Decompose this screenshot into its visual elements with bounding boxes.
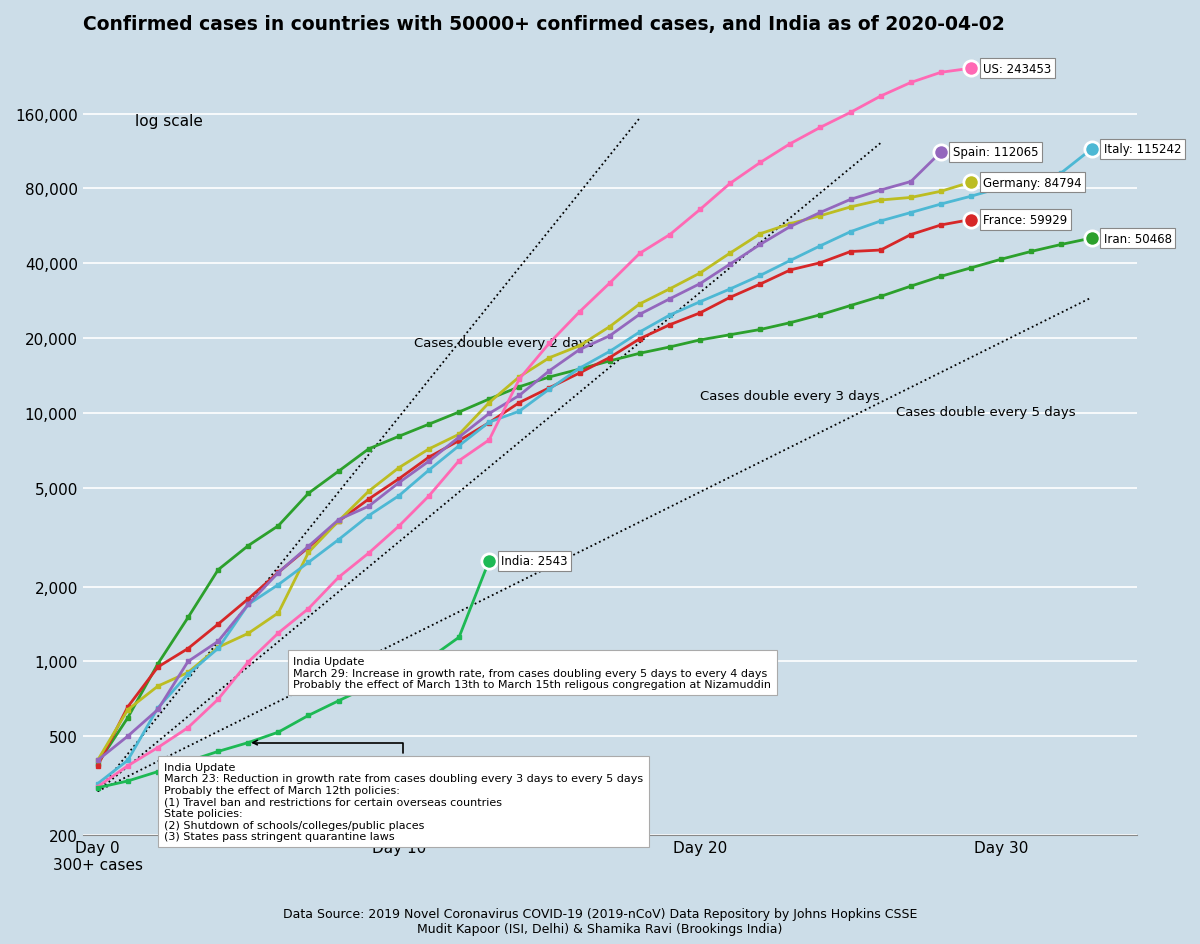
Text: Cases double every 3 days: Cases double every 3 days bbox=[700, 390, 880, 403]
Text: Iran: 50468: Iran: 50468 bbox=[1104, 232, 1171, 245]
Text: France: 59929: France: 59929 bbox=[983, 213, 1067, 227]
Text: Confirmed cases in countries with 50000+ confirmed cases, and India as of 2020-0: Confirmed cases in countries with 50000+… bbox=[83, 15, 1004, 34]
Text: Cases double every 2 days: Cases double every 2 days bbox=[414, 337, 594, 350]
Text: Data Source: 2019 Novel Coronavirus COVID-19 (2019-nCoV) Data Repository by John: Data Source: 2019 Novel Coronavirus COVI… bbox=[283, 906, 917, 935]
Text: Cases double every 5 days: Cases double every 5 days bbox=[895, 406, 1075, 419]
Text: Italy: 115242: Italy: 115242 bbox=[1104, 143, 1181, 157]
Text: India Update
March 23: Reduction in growth rate from cases doubling every 3 days: India Update March 23: Reduction in grow… bbox=[164, 741, 643, 841]
Text: US: 243453: US: 243453 bbox=[983, 62, 1051, 76]
Text: Spain: 112065: Spain: 112065 bbox=[953, 146, 1038, 160]
Text: India: 2543: India: 2543 bbox=[502, 554, 568, 567]
Text: Germany: 84794: Germany: 84794 bbox=[983, 177, 1081, 190]
Text: India Update
March 29: Increase in growth rate, from cases doubling every 5 days: India Update March 29: Increase in growt… bbox=[294, 656, 772, 689]
Text: log scale: log scale bbox=[136, 113, 203, 128]
